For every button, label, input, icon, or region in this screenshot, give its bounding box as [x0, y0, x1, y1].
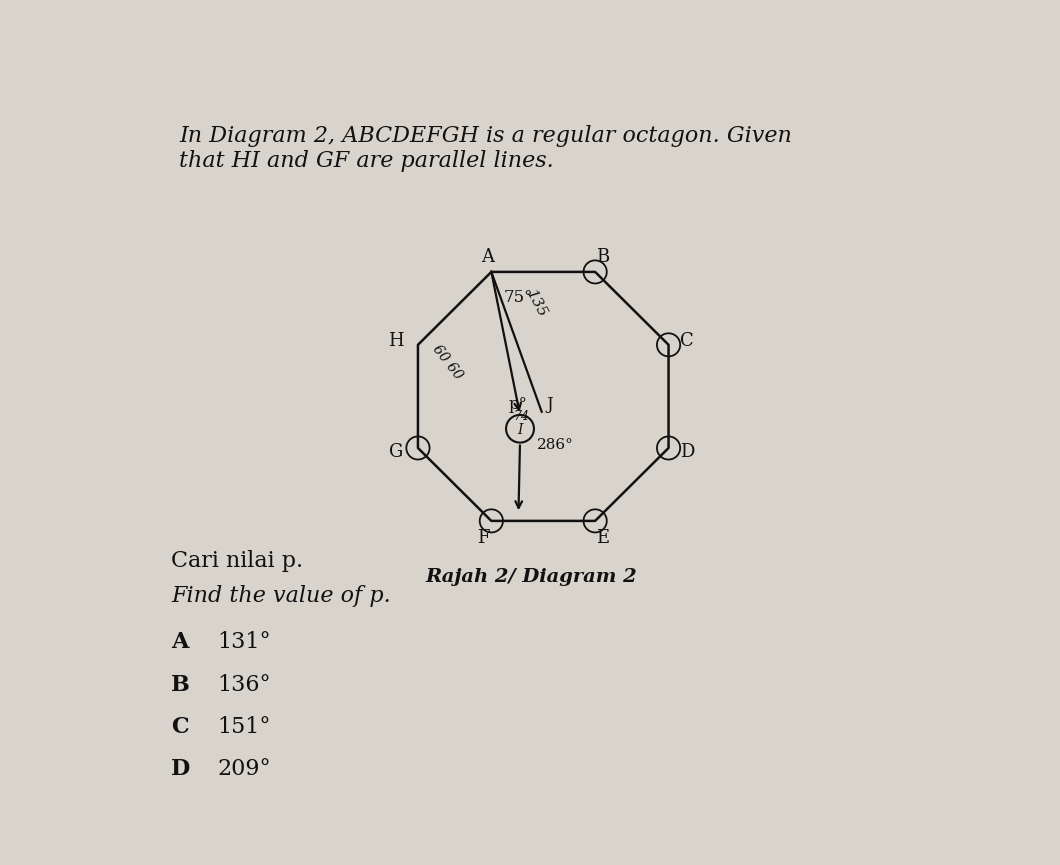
- Text: H: H: [388, 332, 404, 350]
- Text: F: F: [477, 529, 490, 547]
- Text: 75°: 75°: [504, 289, 533, 306]
- Text: In Diagram 2, ABCDEFGH is a regular octagon. Given: In Diagram 2, ABCDEFGH is a regular octa…: [179, 125, 792, 146]
- Text: p°: p°: [509, 395, 528, 413]
- Text: 136°: 136°: [217, 674, 271, 695]
- Text: C: C: [681, 332, 694, 350]
- Text: D: D: [679, 443, 694, 461]
- Text: 209°: 209°: [217, 759, 271, 780]
- Text: that HI and GF are parallel lines.: that HI and GF are parallel lines.: [179, 150, 553, 172]
- Text: A: A: [172, 631, 189, 653]
- Text: B: B: [597, 247, 610, 266]
- Text: 135: 135: [524, 288, 549, 320]
- Text: 60 60: 60 60: [429, 342, 465, 381]
- Text: 286°: 286°: [537, 438, 573, 452]
- Text: Find the value of p.: Find the value of p.: [172, 585, 391, 607]
- Text: E: E: [597, 529, 610, 547]
- Text: Cari nilai p.: Cari nilai p.: [172, 550, 303, 573]
- Text: A: A: [481, 247, 494, 266]
- Text: 131°: 131°: [217, 631, 271, 653]
- Text: I: I: [517, 423, 523, 438]
- Text: C: C: [172, 716, 189, 738]
- Text: G: G: [389, 443, 404, 461]
- Text: D: D: [172, 759, 191, 780]
- Text: 74: 74: [513, 410, 530, 423]
- Text: J: J: [546, 395, 553, 413]
- Text: 151°: 151°: [217, 716, 271, 738]
- Text: Rajah 2/ Diagram 2: Rajah 2/ Diagram 2: [426, 568, 637, 586]
- Text: B: B: [172, 674, 190, 695]
